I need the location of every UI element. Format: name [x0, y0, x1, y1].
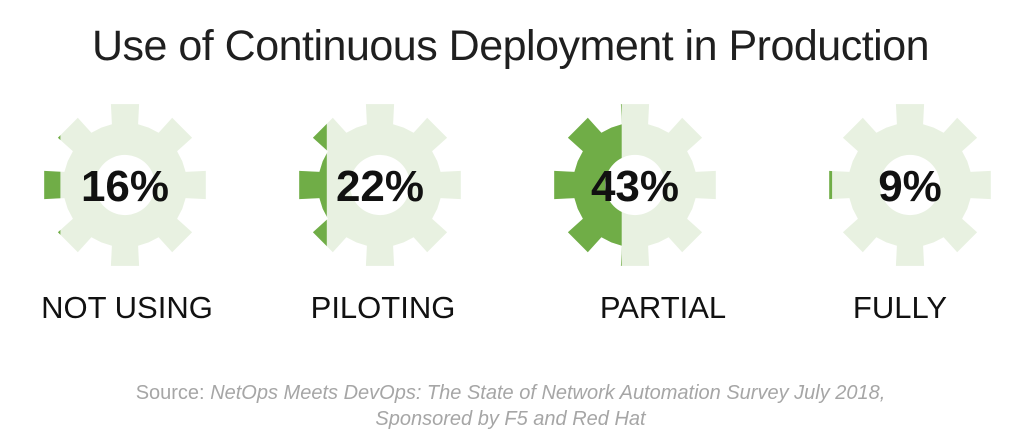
category-label: FULLY — [852, 290, 948, 325]
category-label: PARTIAL — [599, 290, 727, 325]
gear-background — [829, 104, 991, 266]
source-prefix: Source: — [135, 382, 205, 404]
gear-icon — [299, 104, 461, 266]
source-line-2: Sponsored by F5 and Red Hat — [375, 408, 646, 430]
gear-fill-bar — [44, 135, 61, 235]
value-label: 22% — [335, 162, 425, 211]
gear-not-using: 16% — [30, 100, 220, 270]
gear-fill-bar — [554, 104, 622, 266]
gear-fully: 9% — [815, 100, 1005, 270]
source-line-1: NetOps Meets DevOps: The State of Networ… — [210, 382, 886, 404]
gear-background — [299, 104, 461, 266]
category-label: NOT USING — [41, 290, 213, 325]
gear-fill-bar — [829, 170, 833, 200]
value-label: 16% — [80, 162, 170, 211]
category-label: PILOTING — [310, 290, 456, 325]
gear-fill-bar — [299, 123, 327, 247]
gear-icon — [829, 104, 991, 266]
gear-piloting: 22% — [285, 100, 475, 270]
value-label: 43% — [590, 162, 680, 211]
gear-background — [44, 104, 206, 266]
source-note: Source: NetOps Meets DevOps: The State o… — [0, 380, 1021, 432]
gear-icon — [44, 104, 206, 266]
gear-partial: 43% — [540, 100, 730, 270]
chart-title: Use of Continuous Deployment in Producti… — [91, 22, 930, 70]
gear-icon — [554, 104, 716, 266]
value-label: 9% — [878, 162, 942, 211]
